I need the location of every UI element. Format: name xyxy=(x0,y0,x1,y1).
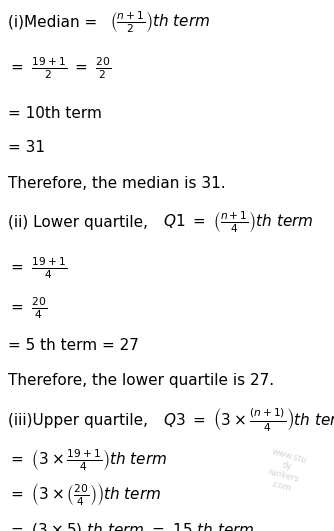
Text: = 5 th term = 27: = 5 th term = 27 xyxy=(8,338,139,354)
Text: = 31: = 31 xyxy=(8,141,45,156)
Text: $=\ \left(3 \times \frac{19+1}{4}\right)\mathit{th\ term}$: $=\ \left(3 \times \frac{19+1}{4}\right)… xyxy=(8,447,167,473)
Text: $\mathit{Q1}\ =\ \left(\frac{n+1}{4}\right)\mathit{th\ term}$: $\mathit{Q1}\ =\ \left(\frac{n+1}{4}\rig… xyxy=(163,209,314,235)
Text: = 10th term: = 10th term xyxy=(8,106,102,121)
Text: $= \ \frac{19+1}{2} \ = \ \frac{20}{2}$: $= \ \frac{19+1}{2} \ = \ \frac{20}{2}$ xyxy=(8,55,111,81)
Text: (i)Median =: (i)Median = xyxy=(8,14,102,30)
Text: $=\ \left(3 \times \left(\frac{20}{4}\right)\right)\mathit{th\ term}$: $=\ \left(3 \times \left(\frac{20}{4}\ri… xyxy=(8,482,161,509)
Text: Therefore, the lower quartile is 27.: Therefore, the lower quartile is 27. xyxy=(8,373,274,389)
Text: $= \ \frac{19+1}{4}$: $= \ \frac{19+1}{4}$ xyxy=(8,255,67,281)
Text: $= \ \frac{20}{4}$: $= \ \frac{20}{4}$ xyxy=(8,295,47,321)
Text: $=\ (3 \times 5)\ \mathit{th\ term}\ =\ 15\ \mathit{th\ term}$: $=\ (3 \times 5)\ \mathit{th\ term}\ =\ … xyxy=(8,521,255,531)
Text: (ii) Lower quartile,: (ii) Lower quartile, xyxy=(8,215,153,229)
Text: $\left(\frac{n+1}{2}\right)\mathit{th\ term}$: $\left(\frac{n+1}{2}\right)\mathit{th\ t… xyxy=(110,9,210,35)
Text: (iii)Upper quartile,: (iii)Upper quartile, xyxy=(8,413,153,427)
Text: $\mathit{Q3}\ =\ \left(3 \times \frac{(n+1)}{4}\right)\mathit{th\ term}$: $\mathit{Q3}\ =\ \left(3 \times \frac{(n… xyxy=(163,406,334,434)
Text: Therefore, the median is 31.: Therefore, the median is 31. xyxy=(8,176,226,191)
Text: www.stu
dy
rankers
.com: www.stu dy rankers .com xyxy=(263,447,307,495)
